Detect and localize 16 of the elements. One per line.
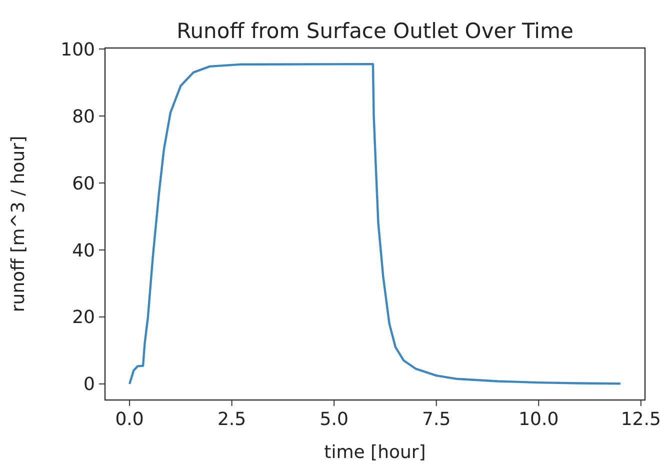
x-tick-label: 2.5 (218, 409, 246, 430)
chart-title: Runoff from Surface Outlet Over Time (176, 19, 574, 43)
y-tick-label: 20 (72, 307, 95, 328)
y-tick-label: 40 (72, 240, 95, 262)
x-tick-label: 12.5 (620, 409, 661, 430)
x-tick-label: 7.5 (422, 409, 451, 430)
y-axis-title: runoff [m^3 / hour] (8, 136, 29, 312)
x-tick-label: 5.0 (320, 409, 348, 430)
y-tick-label: 60 (72, 173, 95, 194)
y-tick-label: 100 (60, 39, 95, 60)
x-axis-title: time [hour] (324, 442, 426, 463)
line-series (128, 62, 622, 386)
x-tick-label: 0.0 (115, 409, 144, 430)
x-tick-label: 10.0 (518, 409, 559, 430)
y-tick-label: 80 (72, 106, 95, 128)
y-tick-label: 0 (84, 374, 95, 396)
